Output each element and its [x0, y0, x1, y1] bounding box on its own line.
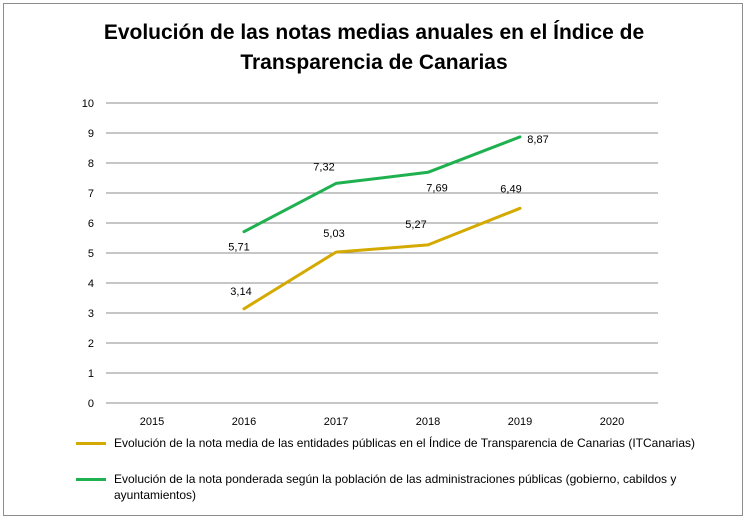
x-tick-label: 2015 [140, 416, 164, 428]
data-label: 6,49 [500, 183, 521, 195]
y-tick-label: 9 [88, 128, 94, 140]
series-line-2 [244, 137, 520, 232]
y-tick-label: 5 [88, 248, 94, 260]
x-tick-label: 2018 [416, 416, 440, 428]
x-tick-label: 2017 [324, 416, 348, 428]
data-point [244, 231, 245, 232]
y-tick-label: 4 [88, 278, 94, 290]
y-tick-label: 0 [88, 398, 94, 410]
x-tick-label: 2016 [232, 416, 256, 428]
data-point [336, 252, 337, 253]
data-point [428, 244, 429, 245]
y-tick-label: 10 [82, 98, 94, 110]
x-tick-label: 2020 [600, 416, 624, 428]
y-tick-label: 1 [88, 368, 94, 380]
legend-label-series-2: Evolución de la nota ponderada según la … [114, 471, 724, 503]
y-tick-label: 7 [88, 188, 94, 200]
data-label: 3,14 [230, 286, 251, 298]
data-point [336, 183, 337, 184]
legend-swatch-series-2 [76, 478, 106, 481]
x-tick-label: 2019 [508, 416, 532, 428]
data-point [520, 208, 521, 209]
data-point [520, 136, 521, 137]
legend-swatch-series-1 [76, 442, 106, 445]
data-label: 5,27 [405, 219, 426, 231]
y-tick-label: 8 [88, 158, 94, 170]
y-tick-label: 3 [88, 308, 94, 320]
data-point [428, 172, 429, 173]
data-label: 7,69 [426, 182, 447, 194]
legend-label-series-1: Evolución de la nota media de las entida… [114, 435, 724, 451]
y-tick-label: 2 [88, 338, 94, 350]
data-label: 7,32 [313, 161, 334, 173]
line-chart: 0 1 2 3 4 5 6 7 8 9 10 2015 2016 2017 2018 2019 2020 3,14… [0, 0, 748, 430]
data-label: 5,03 [323, 228, 344, 240]
data-label: 8,87 [527, 134, 548, 146]
data-label: 5,71 [228, 242, 249, 254]
y-tick-label: 6 [88, 218, 94, 230]
data-point [244, 308, 245, 309]
